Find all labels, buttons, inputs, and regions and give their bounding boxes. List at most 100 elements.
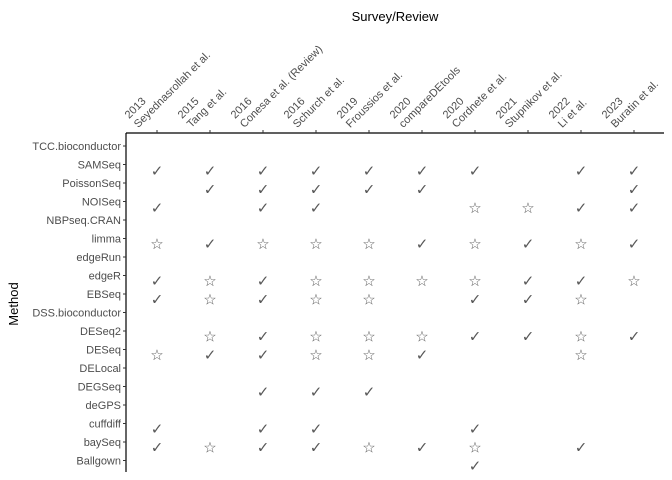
x-axis-title: Survey/Review: [352, 9, 439, 24]
star-mark: ☆: [203, 439, 216, 457]
y-tick-label: deGPS: [86, 400, 121, 412]
check-mark: ✓: [575, 439, 588, 457]
check-mark: ✓: [310, 420, 323, 438]
check-mark: ✓: [575, 199, 588, 217]
check-mark: ✓: [257, 199, 270, 217]
y-tick-label: NOISeq: [82, 197, 121, 209]
star-mark: ☆: [415, 272, 428, 290]
check-mark: ✓: [310, 162, 323, 180]
check-mark: ✓: [522, 235, 535, 253]
check-mark: ✓: [469, 162, 482, 180]
star-mark: ☆: [362, 291, 375, 309]
y-tick-label: baySeq: [84, 437, 121, 449]
check-mark: ✓: [257, 383, 270, 401]
star-mark: ☆: [150, 235, 163, 253]
plot-marks: ✓ ✓ ✓ ✓ ✓ ✓ ✓ ✓ ✓✓ ✓ ✓ ✓ ✓ ✓✓ ✓ ✓ ☆ ☆ ✓ ✓☆ ✓ ☆ ☆ ☆ ✓ ☆ ✓ ☆ ✓✓ ☆ ✓ ☆ ☆ ☆ ☆ ✓…: [150, 162, 640, 475]
check-mark: ✓: [575, 162, 588, 180]
star-mark: ☆: [362, 328, 375, 346]
y-axis-title: Method: [6, 282, 21, 325]
check-mark: ✓: [204, 235, 217, 253]
check-mark: ✓: [151, 291, 164, 309]
y-tick-label: edgeR: [89, 271, 121, 283]
x-tick-label: 2023Buratin et al.: [600, 69, 661, 130]
star-mark: ☆: [521, 199, 534, 217]
check-mark: ✓: [151, 420, 164, 438]
check-mark: ✓: [257, 162, 270, 180]
check-mark: ✓: [204, 346, 217, 364]
check-mark: ✓: [310, 439, 323, 457]
check-mark: ✓: [204, 180, 217, 198]
y-tick-label: DEGSeq: [78, 382, 121, 394]
check-mark: ✓: [575, 272, 588, 290]
check-mark: ✓: [628, 180, 641, 198]
check-mark: ✓: [363, 162, 376, 180]
star-mark: ☆: [468, 272, 481, 290]
star-mark: ☆: [362, 346, 375, 364]
y-tick-label: EBSeq: [87, 289, 121, 301]
y-tick-label: NBPseq.CRAN: [46, 215, 121, 227]
check-mark: ✓: [628, 162, 641, 180]
check-mark: ✓: [416, 235, 429, 253]
check-mark: ✓: [469, 291, 482, 309]
check-mark: ✓: [628, 328, 641, 346]
check-mark: ✓: [522, 291, 535, 309]
star-mark: ☆: [256, 235, 269, 253]
check-mark: ✓: [416, 346, 429, 364]
x-tick-label: 2022Li et al.: [547, 88, 590, 131]
check-mark: ✓: [151, 272, 164, 290]
check-mark: ✓: [257, 346, 270, 364]
star-mark: ☆: [362, 235, 375, 253]
check-mark: ✓: [257, 272, 270, 290]
star-mark: ☆: [468, 199, 481, 217]
check-mark: ✓: [204, 162, 217, 180]
check-mark: ✓: [363, 180, 376, 198]
check-mark: ✓: [310, 383, 323, 401]
check-mark: ✓: [257, 180, 270, 198]
star-mark: ☆: [309, 272, 322, 290]
y-tick-label: SAMSeq: [78, 160, 121, 172]
star-mark: ☆: [468, 235, 481, 253]
check-mark: ✓: [151, 199, 164, 217]
check-mark: ✓: [257, 328, 270, 346]
check-mark: ✓: [628, 235, 641, 253]
check-mark: ✓: [416, 180, 429, 198]
check-mark: ✓: [257, 291, 270, 309]
check-mark: ✓: [363, 383, 376, 401]
check-mark: ✓: [310, 199, 323, 217]
y-tick-label: Ballgown: [76, 456, 121, 468]
check-mark: ✓: [522, 272, 535, 290]
check-mark: ✓: [522, 328, 535, 346]
star-mark: ☆: [362, 439, 375, 457]
star-mark: ☆: [150, 346, 163, 364]
check-mark: ✓: [310, 180, 323, 198]
star-mark: ☆: [362, 272, 375, 290]
star-mark: ☆: [203, 272, 216, 290]
star-mark: ☆: [574, 291, 587, 309]
star-mark: ☆: [309, 328, 322, 346]
check-mark: ✓: [469, 420, 482, 438]
check-mark: ✓: [469, 457, 482, 475]
y-tick-label: edgeRun: [76, 252, 121, 264]
check-mark: ✓: [257, 439, 270, 457]
check-mark: ✓: [257, 420, 270, 438]
star-mark: ☆: [574, 235, 587, 253]
check-mark: ✓: [151, 162, 164, 180]
star-mark: ☆: [309, 235, 322, 253]
star-mark: ☆: [627, 272, 640, 290]
check-mark: ✓: [416, 162, 429, 180]
y-tick-label: DESeq2: [80, 326, 121, 338]
y-tick-label: TCC.bioconductor: [32, 141, 121, 153]
y-tick-label: cuffdiff: [89, 419, 122, 431]
star-mark: ☆: [309, 291, 322, 309]
star-mark: ☆: [309, 346, 322, 364]
star-mark: ☆: [574, 346, 587, 364]
x-axis: 2013Seyednasrollah et al.2015Tang et al.…: [123, 43, 664, 134]
check-mark: ✓: [628, 199, 641, 217]
check-mark: ✓: [469, 328, 482, 346]
star-mark: ☆: [203, 291, 216, 309]
star-mark: ☆: [203, 328, 216, 346]
check-mark: ✓: [151, 439, 164, 457]
star-mark: ☆: [574, 328, 587, 346]
y-tick-label: DSS.bioconductor: [32, 308, 121, 320]
